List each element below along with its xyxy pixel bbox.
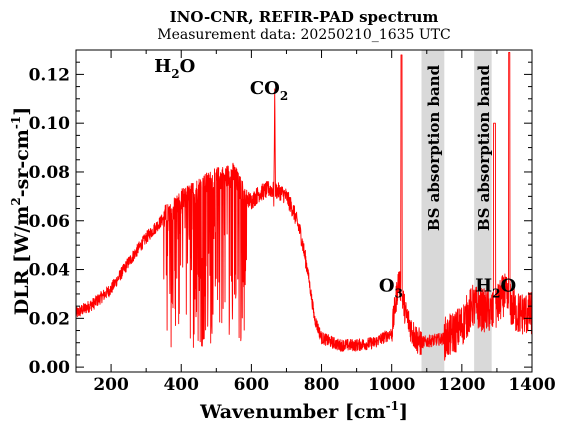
- band-label-1: BS absorption band: [475, 64, 493, 231]
- annotation-2-base: O: [379, 276, 395, 297]
- chart-title: INO-CNR, REFIR-PAD spectrum: [170, 8, 439, 26]
- x-axis-label-sup: -1: [386, 399, 399, 413]
- annotation-2-sub: 3: [395, 287, 403, 301]
- annotation-3-sub: 2: [492, 287, 500, 301]
- x-tick-label: 200: [93, 375, 129, 395]
- spectrum-series: [75, 51, 533, 361]
- annotation-1-base: CO: [250, 78, 280, 99]
- annotation-0-base: H: [154, 56, 171, 77]
- y-tick-label: 0.06: [29, 212, 70, 232]
- x-tick-label: 1200: [438, 375, 485, 395]
- annotation-3-tail: O: [501, 276, 517, 297]
- x-tick-label: 1400: [508, 375, 555, 395]
- annotation-3: H2O: [475, 276, 516, 301]
- y-axis-label-sup1: 2: [9, 197, 23, 205]
- chart-subtitle: Measurement data: 20250210_1635 UTC: [157, 27, 450, 43]
- y-tick-labels: 0.00 0.02 0.04 0.06 0.08 0.10 0.12: [29, 65, 71, 378]
- y-axis-label-part3: ]: [11, 107, 33, 116]
- x-tick-labels: 200 400 600 800 1000 1200 1400: [93, 375, 555, 395]
- annotation-3-base: H: [475, 276, 492, 297]
- annotation-1: CO2: [250, 78, 288, 103]
- y-tick-label: 0.10: [29, 114, 71, 134]
- x-axis-label-tail: ]: [399, 401, 408, 423]
- x-axis-label: Wavenumber [cm-1]: [199, 399, 408, 423]
- annotation-0-tail: O: [180, 56, 196, 77]
- y-axis-label: DLR [W/m2-sr-cm-1]: [9, 107, 33, 315]
- band-label-0: BS absorption band: [425, 64, 443, 231]
- y-tick-label: 0.04: [29, 261, 71, 281]
- x-tick-label: 600: [234, 375, 270, 395]
- spectrum-line: [75, 51, 533, 361]
- y-axis-label-sup2: -1: [9, 116, 23, 129]
- annotation-0-sub: 2: [171, 67, 179, 81]
- y-tick-label: 0.02: [29, 309, 70, 329]
- x-tick-label: 1000: [368, 375, 415, 395]
- annotation-1-sub: 2: [280, 89, 288, 103]
- x-tick-label: 400: [163, 375, 199, 395]
- axis-ticks: [75, 49, 533, 372]
- y-axis-label-part1: DLR [W/m: [11, 206, 33, 316]
- absorption-band-0: [421, 50, 445, 372]
- x-axis-label-main: Wavenumber [cm: [199, 401, 386, 423]
- y-tick-label: 0.08: [29, 163, 70, 183]
- plot-frame: [75, 49, 533, 373]
- y-axis-label-part2: -sr-cm: [11, 129, 33, 197]
- y-tick-label: 0.12: [29, 65, 70, 85]
- annotation-2: O3: [379, 276, 403, 301]
- x-tick-label: 800: [304, 375, 340, 395]
- annotation-0: H2O: [154, 56, 195, 81]
- y-tick-label: 0.00: [29, 358, 71, 378]
